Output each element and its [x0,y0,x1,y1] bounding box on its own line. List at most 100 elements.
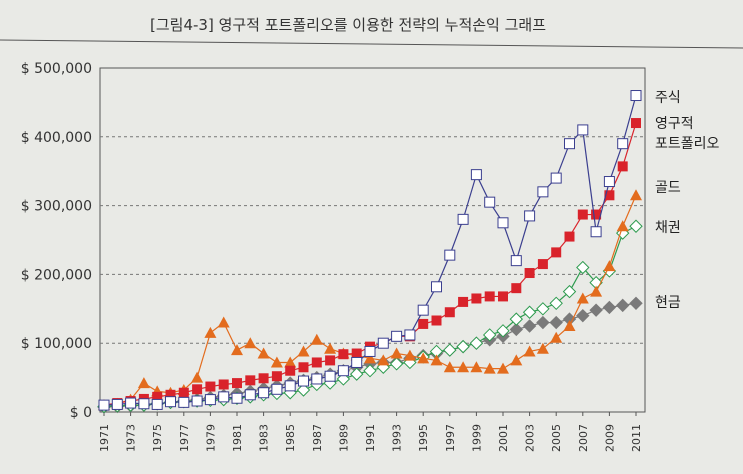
data-point [338,349,349,360]
data-point [218,391,230,403]
data-point [244,389,256,401]
data-point [576,292,589,304]
data-point [549,315,563,330]
data-point [576,260,590,275]
x-tick-label: 1983 [258,424,271,452]
data-point [550,331,563,343]
data-point [589,303,603,317]
data-point [245,375,256,386]
data-point [523,345,536,357]
data-point [564,231,575,242]
data-point [631,118,641,129]
data-point [470,169,482,181]
data-point [510,255,522,267]
data-point [296,383,311,397]
data-point [297,345,310,357]
x-tick-label: 1975 [151,424,164,452]
data-point [431,281,442,293]
data-point [178,396,190,408]
data-point [232,378,242,389]
y-tick-label: $ 200,000 [21,267,92,283]
x-tick-label: 2011 [630,424,643,452]
data-point [204,394,216,406]
data-point [217,316,230,328]
data-point [590,285,603,297]
legend-label: 골드 [655,180,681,196]
data-point [389,357,404,371]
data-point [125,397,137,409]
data-point [324,370,336,382]
data-point [138,398,150,410]
data-point [351,356,363,368]
data-point [498,291,508,302]
data-point [550,172,562,184]
data-point [457,361,470,373]
data-point [258,387,270,399]
data-point [496,324,510,338]
data-point [536,342,549,354]
data-point [258,373,269,384]
x-tick-label: 2009 [603,424,616,452]
legend-label: 현금 [655,295,681,311]
data-point [363,364,377,378]
data-point [497,217,509,229]
data-point [629,219,643,233]
y-tick-label: $ 0 [70,405,92,421]
data-point [324,342,337,354]
chart-title: [그림4-3] 영구적 포트폴리오를 이용한 전략의 누적손익 그래프 [150,16,547,34]
data-point [204,326,217,338]
data-point [417,304,429,316]
data-point [404,329,416,341]
data-point [98,399,110,411]
data-point [244,337,257,349]
data-point [536,302,550,316]
data-point [349,367,364,381]
data-point [549,296,563,311]
data-point [603,176,615,188]
data-point [576,308,590,323]
data-point [337,365,349,377]
data-point [564,138,575,150]
x-tick-label: 2007 [577,424,590,452]
data-point [310,333,323,345]
data-point [630,189,642,201]
data-point [458,296,469,307]
x-tick-label: 1997 [444,424,457,452]
data-point [444,249,456,261]
data-point [509,312,524,326]
data-point [497,362,509,374]
data-point [457,213,469,225]
data-point [205,381,216,392]
x-tick-label: 2005 [550,424,563,452]
data-point [430,354,443,366]
data-point [577,124,589,136]
data-point [418,318,429,329]
plot-frame [99,67,646,413]
x-tick-label: 1973 [125,424,138,452]
data-point [604,190,615,201]
legend-label: 주식 [655,90,681,106]
data-point [165,389,176,400]
data-point [590,226,602,238]
data-point [511,283,522,294]
data-point [403,349,416,361]
data-point [284,380,296,392]
data-point [311,373,323,385]
x-tick-label: 1971 [98,424,111,452]
data-point [311,357,322,368]
legend-label: 포트폴리오 [655,136,720,152]
data-point [191,371,204,383]
x-tick-label: 2003 [524,424,537,452]
data-point [377,337,389,349]
top-rule [0,39,743,49]
data-point [284,356,297,368]
y-tick-label: $ 400,000 [21,130,92,146]
data-point [191,395,203,407]
data-point [285,365,296,376]
data-point [391,330,403,342]
data-point [483,362,496,374]
data-point [271,371,282,382]
data-point [377,354,390,366]
data-point [536,315,550,330]
